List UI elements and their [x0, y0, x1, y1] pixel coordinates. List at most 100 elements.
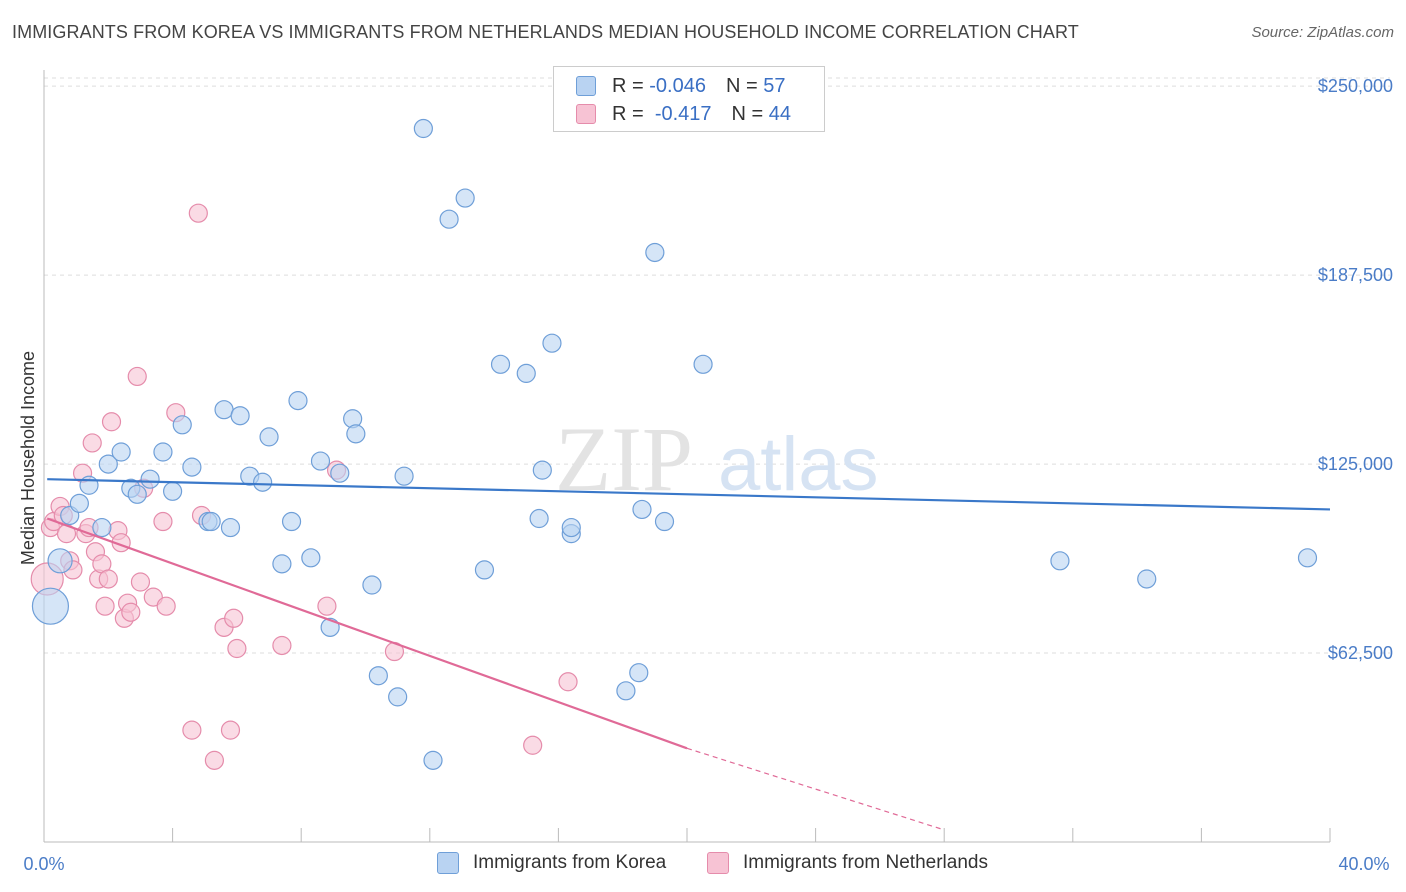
korea-point	[163, 481, 183, 501]
korea-point	[301, 548, 321, 568]
netherlands-point	[317, 596, 337, 616]
korea-point	[490, 354, 511, 374]
netherlands-point	[95, 596, 115, 616]
netherlands-n-value: 44	[768, 102, 792, 125]
axes	[43, 70, 1331, 843]
x-tick-label-start: 0.0%	[23, 854, 64, 874]
korea-point	[92, 517, 112, 538]
korea-point	[561, 517, 581, 538]
korea-point	[439, 209, 459, 229]
korea-point	[172, 415, 192, 435]
series-legend-korea: Immigrants from Korea	[437, 852, 666, 874]
korea-trend-line	[47, 478, 1331, 511]
y-tick-label: $187,500	[1318, 265, 1393, 285]
korea-point	[127, 484, 147, 504]
korea-swatch	[576, 76, 596, 96]
netherlands-point	[127, 366, 147, 387]
netherlands-point	[121, 602, 141, 622]
netherlands-r-label: R =	[612, 102, 644, 125]
korea-point	[542, 333, 562, 353]
netherlands-swatch	[576, 104, 596, 124]
korea-point	[47, 548, 73, 574]
netherlands-point	[156, 596, 176, 616]
series-netherlands-swatch	[707, 852, 729, 874]
netherlands-point	[272, 635, 292, 656]
netherlands-n-label: N =	[731, 102, 764, 125]
netherlands-point	[558, 672, 578, 692]
korea-point	[362, 575, 382, 595]
korea-point	[1050, 551, 1070, 571]
korea-point	[516, 363, 536, 383]
source-credit: Source: ZipAtlas.com	[1251, 24, 1394, 41]
korea-point	[616, 681, 636, 701]
watermark-atlas: atlas	[718, 422, 879, 507]
netherlands-point	[227, 638, 247, 659]
korea-n-label: N =	[725, 74, 758, 97]
y-axis-label: Median Household Income	[18, 351, 38, 565]
netherlands-point	[98, 569, 118, 589]
korea-point	[281, 511, 302, 532]
korea-point	[529, 508, 549, 529]
gridlines	[44, 77, 1390, 654]
netherlands-point	[523, 735, 543, 755]
series-legend-netherlands: Immigrants from Netherlands	[707, 852, 988, 874]
korea-point	[201, 511, 221, 532]
netherlands-r-value: -0.417	[654, 102, 712, 125]
y-tick-label: $125,000	[1318, 454, 1393, 474]
legend-row-netherlands: R = -0.417 N = 44	[576, 101, 791, 127]
x-tick-label-end: 40.0%	[1338, 854, 1389, 874]
y-tick-label: $62,500	[1328, 643, 1393, 663]
trend-lines	[46, 478, 1331, 831]
stats-legend: R = -0.046 N = 57 R = -0.417 N = 44	[553, 66, 825, 132]
korea-point	[1137, 569, 1157, 589]
korea-point	[368, 666, 388, 686]
netherlands-point	[224, 608, 244, 628]
korea-point	[693, 354, 713, 374]
netherlands-point	[153, 511, 173, 532]
korea-point	[629, 663, 649, 683]
korea-n-value: 57	[763, 74, 786, 97]
series-korea-label: Immigrants from Korea	[473, 852, 667, 873]
korea-point	[253, 472, 273, 492]
netherlands-point	[101, 412, 122, 432]
korea-point	[214, 400, 234, 420]
chart-title: IMMIGRANTS FROM KOREA VS IMMIGRANTS FROM…	[12, 22, 1079, 42]
korea-point	[31, 587, 70, 625]
korea-point	[632, 499, 652, 520]
korea-point	[230, 406, 250, 426]
netherlands-trend-extension	[686, 747, 945, 831]
series-legend: Immigrants from Korea Immigrants from Ne…	[0, 852, 1406, 878]
korea-point	[654, 511, 675, 532]
netherlands-trend-line	[46, 517, 688, 750]
y-tick-label: $250,000	[1318, 76, 1393, 96]
korea-point	[1297, 548, 1318, 568]
korea-point	[111, 442, 131, 462]
korea-point	[330, 463, 350, 483]
tick-labels: $62,500 $125,000 $187,500 $250,000 0.0% 40.0%	[23, 76, 1393, 874]
netherlands-point	[182, 720, 202, 740]
korea-point	[455, 188, 475, 208]
korea-point	[259, 427, 279, 447]
netherlands-point	[204, 750, 224, 770]
korea-point	[394, 466, 414, 486]
korea-r-value: -0.046	[649, 74, 706, 97]
korea-point	[153, 442, 173, 462]
data-points	[30, 118, 1318, 770]
series-netherlands-label: Immigrants from Netherlands	[743, 852, 988, 873]
netherlands-point	[130, 572, 151, 592]
legend-row-korea: R = -0.046 N = 57	[576, 73, 785, 99]
korea-point	[532, 460, 552, 480]
korea-point	[288, 391, 308, 411]
korea-point	[645, 242, 665, 263]
korea-point	[140, 469, 160, 489]
korea-point	[423, 750, 443, 770]
series-korea-swatch	[437, 852, 459, 874]
korea-point	[182, 457, 202, 477]
korea-r-label: R =	[612, 74, 644, 97]
korea-point	[310, 451, 331, 471]
korea-point	[272, 554, 292, 574]
netherlands-point	[220, 720, 241, 740]
korea-point	[69, 493, 89, 513]
korea-point	[388, 687, 408, 707]
